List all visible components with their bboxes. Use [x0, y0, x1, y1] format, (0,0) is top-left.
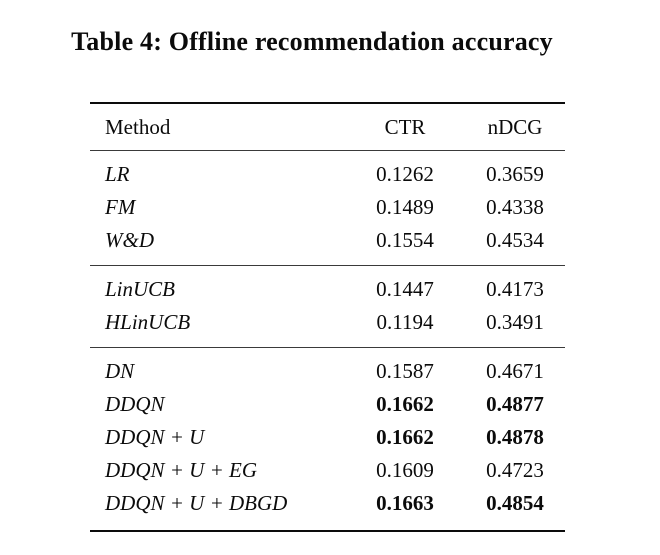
ndcg-value: 0.4723	[486, 458, 544, 482]
ctr-value: 0.1262	[376, 162, 434, 186]
table-row: DDQN 0.1662 0.4877	[90, 388, 565, 421]
table-row: HLinUCB 0.1194 0.3491	[90, 306, 565, 339]
table-group-supervised: LR 0.1262 0.3659 FM 0.1489 0.4338 W&D 0.…	[90, 151, 565, 266]
ndcg-value: 0.4877	[486, 392, 544, 416]
table-row: LR 0.1262 0.3659	[90, 158, 565, 191]
ctr-value: 0.1554	[376, 228, 434, 252]
table-row: FM 0.1489 0.4338	[90, 191, 565, 224]
table-row: DDQN + U + EG 0.1609 0.4723	[90, 454, 565, 487]
ctr-value: 0.1447	[376, 277, 434, 301]
table-row: DN 0.1587 0.4671	[90, 355, 565, 388]
ctr-value: 0.1662	[376, 392, 434, 416]
method-cell: LinUCB	[105, 277, 176, 301]
method-cell: HLinUCB	[105, 310, 191, 334]
table-row: W&D 0.1554 0.4534	[90, 224, 565, 257]
method-cell: W&D	[105, 228, 154, 252]
header-ctr: CTR	[384, 114, 426, 139]
table-row: LinUCB 0.1447 0.4173	[90, 273, 565, 306]
method-cell: DDQN + U	[105, 425, 205, 449]
method-cell: FM	[105, 195, 136, 219]
header-ndcg: nDCG	[487, 114, 543, 139]
ndcg-value: 0.4534	[486, 228, 544, 252]
method-cell: LR	[105, 162, 130, 186]
table-header-row: Method CTR nDCG	[90, 104, 565, 151]
ctr-value: 0.1609	[376, 458, 434, 482]
table-caption: Table 4: Offline recommendation accuracy	[71, 27, 553, 56]
table-row: DDQN + U + DBGD 0.1663 0.4854	[90, 487, 565, 520]
table-row: DDQN + U 0.1662 0.4878	[90, 421, 565, 454]
ndcg-value: 0.4878	[486, 425, 544, 449]
ctr-value: 0.1662	[376, 425, 434, 449]
header-method: Method	[105, 114, 171, 139]
ndcg-value: 0.4854	[486, 491, 544, 515]
table-group-bandit: LinUCB 0.1447 0.4173 HLinUCB 0.1194 0.34…	[90, 266, 565, 348]
ctr-value: 0.1663	[376, 491, 434, 515]
table-group-rl: DN 0.1587 0.4671 DDQN 0.1662 0.4877 DDQN…	[90, 348, 565, 530]
ctr-value: 0.1489	[376, 195, 434, 219]
ctr-value: 0.1587	[376, 359, 434, 383]
ndcg-value: 0.3659	[486, 162, 544, 186]
ndcg-value: 0.4671	[486, 359, 544, 383]
ndcg-value: 0.3491	[486, 310, 544, 334]
method-cell: DDQN + U + EG	[105, 458, 258, 482]
ndcg-value: 0.4338	[486, 195, 544, 219]
method-cell: DDQN + U + DBGD	[105, 491, 288, 515]
ndcg-value: 0.4173	[486, 277, 544, 301]
method-cell: DN	[105, 359, 135, 383]
ctr-value: 0.1194	[376, 310, 434, 334]
results-table: Method CTR nDCG LR 0.1262 0.3659 FM 0.14…	[90, 102, 565, 532]
method-cell: DDQN	[105, 392, 165, 416]
